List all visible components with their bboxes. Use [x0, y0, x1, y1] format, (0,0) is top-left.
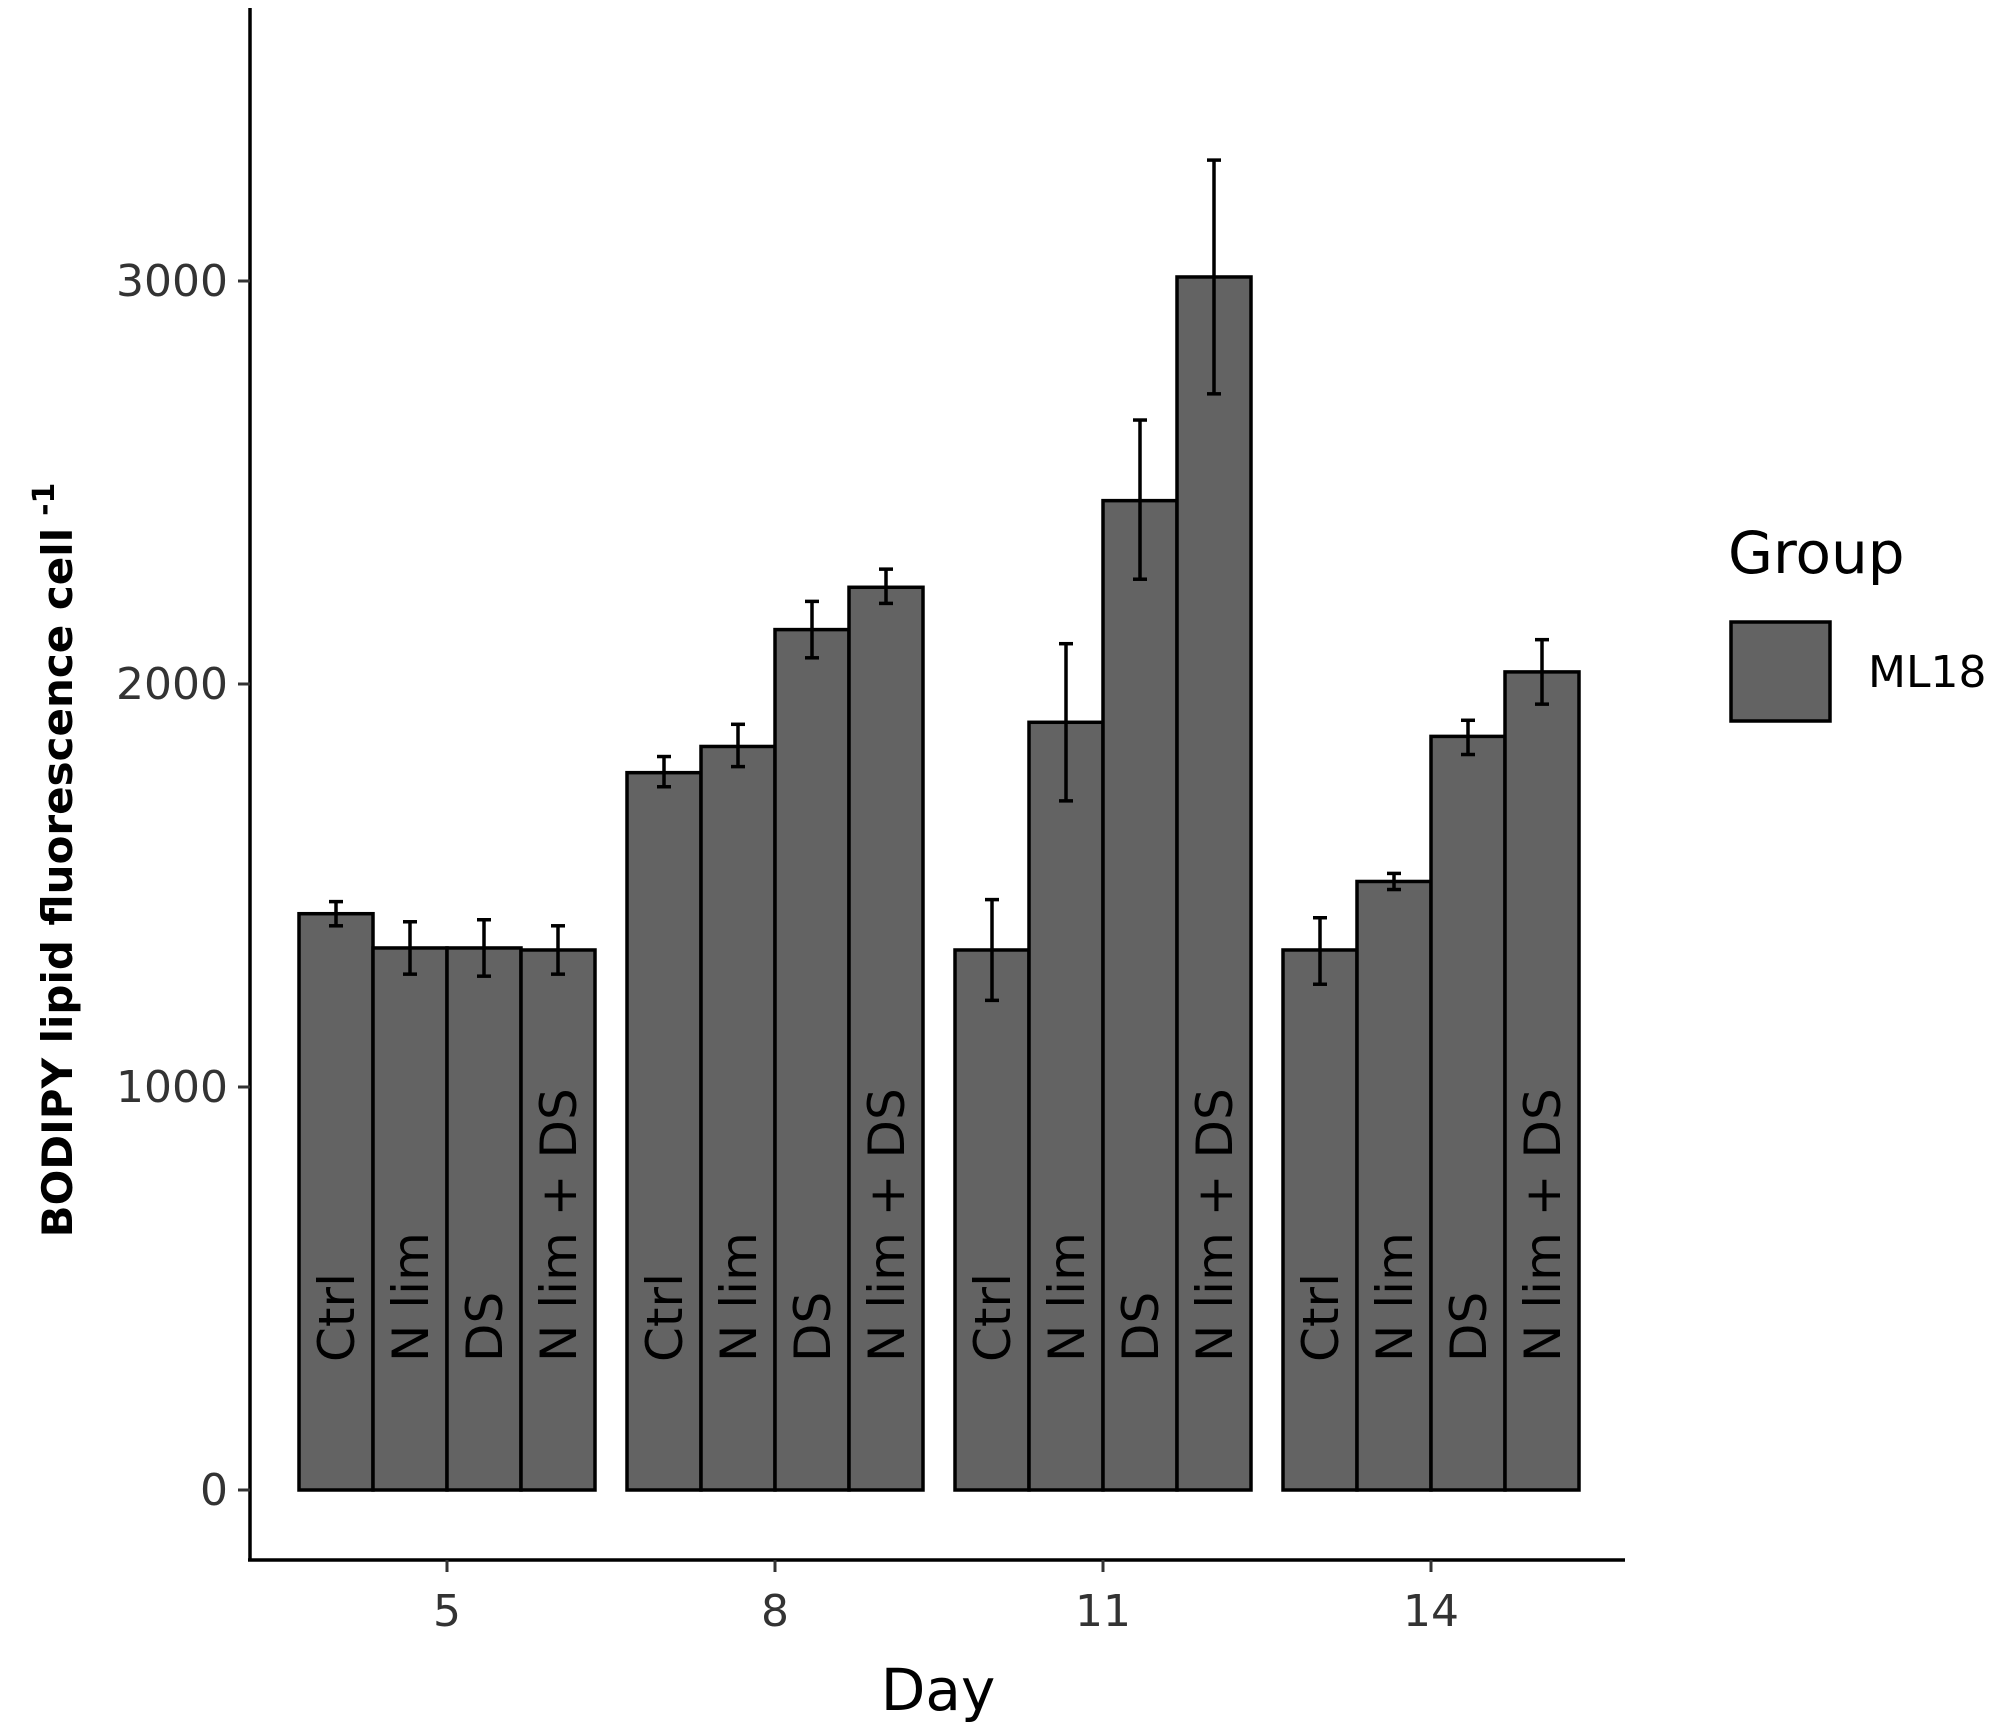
- y-axis-title-superscript: -1: [27, 483, 62, 516]
- bar: [953, 948, 1031, 1492]
- bar-group-label: DS: [784, 1292, 842, 1362]
- bar-group-label: N lim: [710, 1232, 768, 1362]
- error-bar: [1313, 915, 1327, 986]
- legend-label-ml18: ML18: [1868, 647, 1986, 698]
- bar: [371, 946, 449, 1492]
- x-tick-label: 8: [761, 1586, 789, 1637]
- y-axis: 0 1000 2000 3000: [116, 8, 252, 1560]
- y-axis-title-text: BODIPY lipid fluorescence cell: [33, 528, 82, 1238]
- bar: [297, 911, 375, 1492]
- bar-group-label: Ctrl: [1292, 1273, 1350, 1362]
- bar: [699, 744, 777, 1492]
- bar-group-label: DS: [1440, 1292, 1498, 1362]
- bar: [1429, 734, 1507, 1492]
- bar-group-label: Ctrl: [636, 1273, 694, 1362]
- bar-group-label: N lim + DS: [530, 1088, 588, 1362]
- error-bar: [805, 599, 819, 660]
- bar: [625, 770, 703, 1492]
- error-bar: [1059, 641, 1073, 803]
- x-axis: 5 8 11 14: [248, 1558, 1625, 1637]
- bar: [1503, 670, 1581, 1492]
- error-bar: [403, 920, 417, 976]
- y-tick-label: 3000: [116, 256, 228, 307]
- error-bar: [1207, 158, 1221, 396]
- bar-group-label: N lim: [382, 1232, 440, 1362]
- error-bar: [1461, 718, 1475, 757]
- bar-group-label: N lim + DS: [1186, 1088, 1244, 1362]
- bar-group-label: DS: [456, 1292, 514, 1362]
- plot-area: Ctrl N lim DS N lim + DS Ctrl N lim DS N lim + …: [297, 158, 1581, 1492]
- legend-title: Group: [1728, 519, 1905, 587]
- error-bar: [477, 918, 491, 978]
- y-tick-label: 1000: [116, 1062, 228, 1113]
- bar-group-label: N lim: [1366, 1232, 1424, 1362]
- error-bar: [985, 897, 999, 1003]
- error-bar: [731, 722, 745, 769]
- error-bar: [1133, 418, 1147, 581]
- error-bar: [329, 899, 343, 928]
- legend: Group ML18: [1728, 519, 1986, 723]
- bar-group-label: Ctrl: [308, 1273, 366, 1362]
- x-axis-title: Day: [881, 1656, 996, 1724]
- bar-group-label: N lim: [1038, 1232, 1096, 1362]
- error-bar: [657, 754, 671, 789]
- y-tick-label: 0: [200, 1465, 228, 1516]
- legend-swatch-ml18: [1729, 620, 1832, 723]
- bar: [1027, 720, 1105, 1492]
- bar-group-label: N lim + DS: [858, 1088, 916, 1362]
- bar-group-label: N lim + DS: [1514, 1088, 1572, 1362]
- error-bar: [551, 924, 565, 976]
- error-bar: [1535, 637, 1549, 706]
- bar: [1175, 275, 1253, 1492]
- x-tick-label: 5: [433, 1586, 461, 1637]
- y-tick-label: 2000: [116, 659, 228, 710]
- bar: [1355, 879, 1433, 1492]
- bar: [1281, 948, 1359, 1492]
- x-tick-label: 11: [1075, 1586, 1131, 1637]
- bar-group-label: DS: [1112, 1292, 1170, 1362]
- error-bar: [1387, 871, 1401, 892]
- error-bar: [879, 567, 893, 606]
- bar-group-label: Ctrl: [964, 1273, 1022, 1362]
- x-tick-label: 14: [1403, 1586, 1459, 1637]
- bar: [445, 946, 523, 1492]
- y-axis-title: BODIPY lipid fluorescence cell -1: [27, 483, 82, 1238]
